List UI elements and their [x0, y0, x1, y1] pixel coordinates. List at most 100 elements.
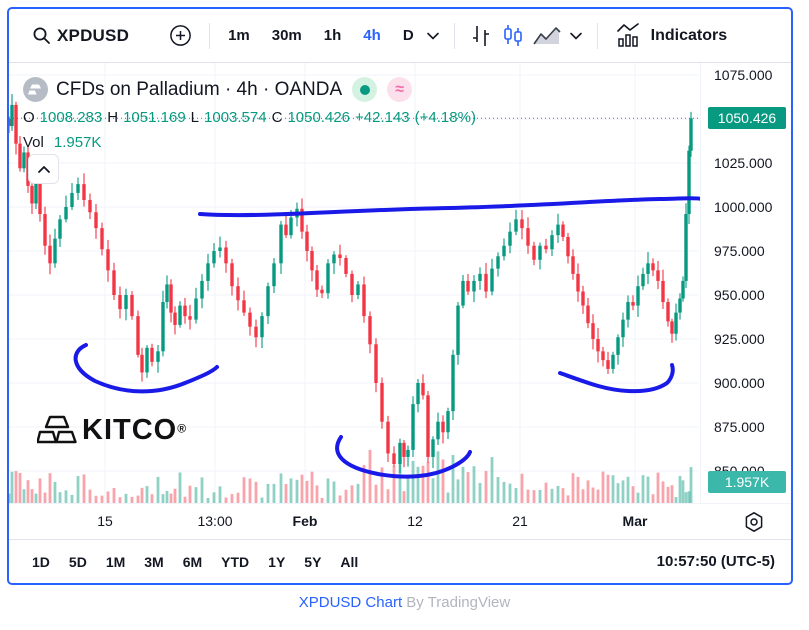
- bars-style-button[interactable]: [465, 20, 497, 52]
- volume-bar: [666, 486, 670, 503]
- candle-body: [566, 236, 570, 257]
- symbol-chart-link[interactable]: XPDUSD Chart: [298, 594, 403, 611]
- bottom-toolbar: 1D 5D 1M 3M 6M YTD 1Y 5Y All 10:57:50 (UTC-5): [9, 539, 791, 583]
- volume-bar: [606, 474, 610, 503]
- drawing-annotation: [73, 343, 219, 394]
- candle-body: [88, 199, 92, 213]
- range-button-5D[interactable]: 5D: [68, 553, 87, 570]
- range-button-1D[interactable]: 1D: [32, 553, 50, 570]
- candle-body: [611, 354, 615, 369]
- volume-bar: [514, 488, 518, 503]
- volume-bar: [224, 497, 228, 503]
- volume-bar: [441, 459, 445, 503]
- toolbar-separator: [453, 22, 455, 49]
- chart-pane[interactable]: KITCO® CFDs on Palladium · 4h · OANDA: [9, 63, 791, 503]
- price-axis[interactable]: 1075.0001050.0001025.0001000.000975.0009…: [700, 63, 791, 503]
- interval-button-D[interactable]: D: [402, 27, 414, 44]
- interval-button-1h[interactable]: 1h: [323, 27, 342, 44]
- volume-bar: [591, 487, 595, 503]
- registered-mark: ®: [177, 421, 187, 436]
- candle-body: [224, 247, 228, 264]
- interval-menu-button[interactable]: [422, 28, 444, 44]
- price-chart[interactable]: [9, 63, 791, 503]
- clock[interactable]: 10:57:50 (UTC-5): [656, 553, 775, 570]
- volume-bar: [678, 475, 682, 503]
- style-menu-button[interactable]: [565, 28, 587, 44]
- volume-bar: [466, 472, 470, 503]
- candle-body: [616, 337, 620, 355]
- chart-properties-icon[interactable]: [743, 511, 765, 538]
- candle-body: [426, 395, 430, 457]
- range-button-YTD[interactable]: YTD: [221, 553, 250, 570]
- chart-title[interactable]: CFDs on Palladium · 4h · OANDA: [56, 78, 343, 100]
- volume-bar: [611, 475, 615, 503]
- candle-body: [112, 270, 116, 295]
- volume-bar: [544, 482, 548, 503]
- time-axis[interactable]: 15 13:00 Feb 12 21 Mar: [9, 503, 791, 539]
- volume-bar: [392, 465, 396, 503]
- candle-body: [315, 270, 319, 290]
- market-status-badge[interactable]: [352, 77, 378, 102]
- symbol-name: XPDUSD: [57, 25, 130, 45]
- area-style-button[interactable]: [529, 21, 565, 51]
- range-button-1Y[interactable]: 1Y: [268, 553, 286, 570]
- candle-body: [441, 421, 445, 433]
- volume-bar: [332, 481, 336, 503]
- candles-style-button[interactable]: [497, 20, 529, 52]
- candle-body: [156, 351, 160, 362]
- range-button-All[interactable]: All: [340, 553, 359, 570]
- volume-bar: [289, 478, 293, 503]
- volume-bar: [601, 471, 605, 503]
- low-label: L: [190, 109, 200, 126]
- candle-body: [571, 256, 575, 274]
- candle-body: [591, 323, 595, 339]
- compare-add-button[interactable]: [162, 20, 199, 51]
- volume-bar: [14, 471, 18, 503]
- candle-body: [586, 305, 590, 324]
- candle-body: [130, 295, 134, 317]
- price-tick-label: 1000.000: [714, 199, 773, 215]
- volume-bar: [520, 473, 524, 503]
- last-volume-badge: 1.957K: [708, 471, 786, 493]
- candle-body: [242, 300, 246, 313]
- volume-bar: [188, 485, 192, 503]
- market-open-dot-icon: [359, 84, 370, 95]
- range-button-5Y[interactable]: 5Y: [304, 553, 322, 570]
- drawing-annotation: [558, 363, 675, 394]
- candle-body: [26, 152, 30, 186]
- volume-bar: [426, 462, 430, 503]
- candle-body: [576, 273, 580, 292]
- candle-body: [332, 254, 336, 264]
- time-tick-label: 21: [512, 513, 528, 529]
- candle-body: [212, 251, 216, 264]
- candle-body: [248, 312, 252, 327]
- candle-body: [30, 185, 34, 204]
- volume-bar: [295, 479, 299, 503]
- indicators-button[interactable]: Indicators: [608, 18, 734, 53]
- volume-bar: [165, 490, 169, 503]
- volume-bar: [140, 487, 144, 503]
- candle-body: [320, 289, 324, 294]
- delayed-data-badge[interactable]: ≈: [387, 77, 413, 102]
- interval-button-30m[interactable]: 30m: [271, 27, 302, 44]
- range-button-3M[interactable]: 3M: [144, 553, 164, 570]
- candle-body: [508, 231, 512, 246]
- interval-button-1m[interactable]: 1m: [228, 27, 250, 44]
- interval-button-4h[interactable]: 4h: [363, 27, 381, 44]
- range-button-6M[interactable]: 6M: [182, 553, 203, 570]
- candle-body: [461, 280, 465, 306]
- change-value: +42.143: [355, 109, 410, 126]
- range-group: 1D 5D 1M 3M 6M YTD 1Y 5Y All: [25, 550, 370, 574]
- volume-bar: [344, 489, 348, 503]
- legend-collapse-button[interactable]: [28, 154, 59, 184]
- volume-bar: [631, 486, 635, 503]
- candle-body: [678, 298, 682, 313]
- volume-bar: [526, 489, 530, 503]
- volume-bar: [76, 476, 80, 503]
- candle-body: [520, 219, 524, 229]
- high-value: 1051.169: [123, 109, 186, 126]
- symbol-search-button[interactable]: XPDUSD: [25, 22, 136, 50]
- range-button-1M[interactable]: 1M: [105, 553, 126, 570]
- candle-body: [431, 439, 435, 457]
- candle-body: [200, 280, 204, 299]
